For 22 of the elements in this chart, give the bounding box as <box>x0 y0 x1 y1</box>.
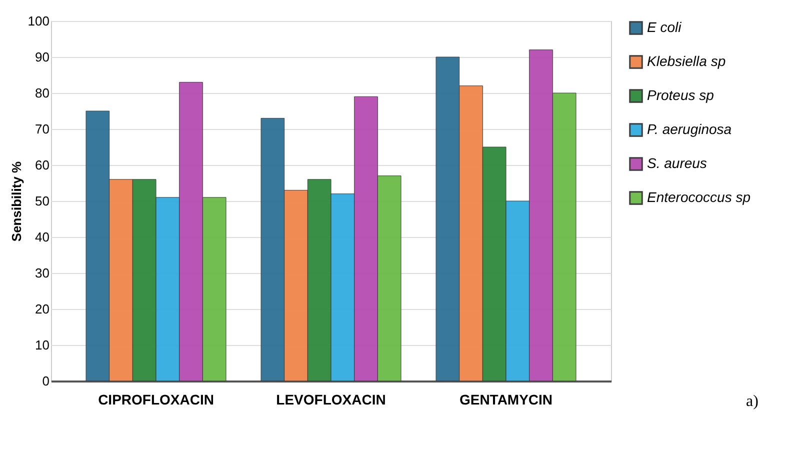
y-axis-title: Sensibility % <box>8 160 24 242</box>
x-tick-label: GENTAMYCIN <box>459 392 553 408</box>
y-tick-label: 50 <box>35 194 50 208</box>
legend-label: Enterococcus sp <box>647 189 751 205</box>
x-tick-label: CIPROFLOXACIN <box>98 392 214 408</box>
y-tick-label: 90 <box>35 50 50 64</box>
text: a) <box>746 393 758 410</box>
y-tick-label: 20 <box>35 302 50 316</box>
legend-label: Proteus sp <box>647 87 714 103</box>
y-tick-label: 30 <box>35 266 50 280</box>
legend-label: Klebsiella sp <box>647 53 726 69</box>
y-tick-label: 10 <box>35 338 50 352</box>
x-tick-label: LEVOFLOXACIN <box>276 392 386 408</box>
legend-label: S. aureus <box>647 155 707 171</box>
y-tick-label: 70 <box>35 122 50 136</box>
legend-label: P. aeruginosa <box>647 121 732 137</box>
y-tick-label: 100 <box>28 14 50 28</box>
y-tick-label: 40 <box>35 230 50 244</box>
y-tick-label: 60 <box>35 158 50 172</box>
y-tick-label: 0 <box>42 374 50 388</box>
legend-label: E coli <box>647 19 682 35</box>
y-tick-label: 80 <box>35 86 50 100</box>
